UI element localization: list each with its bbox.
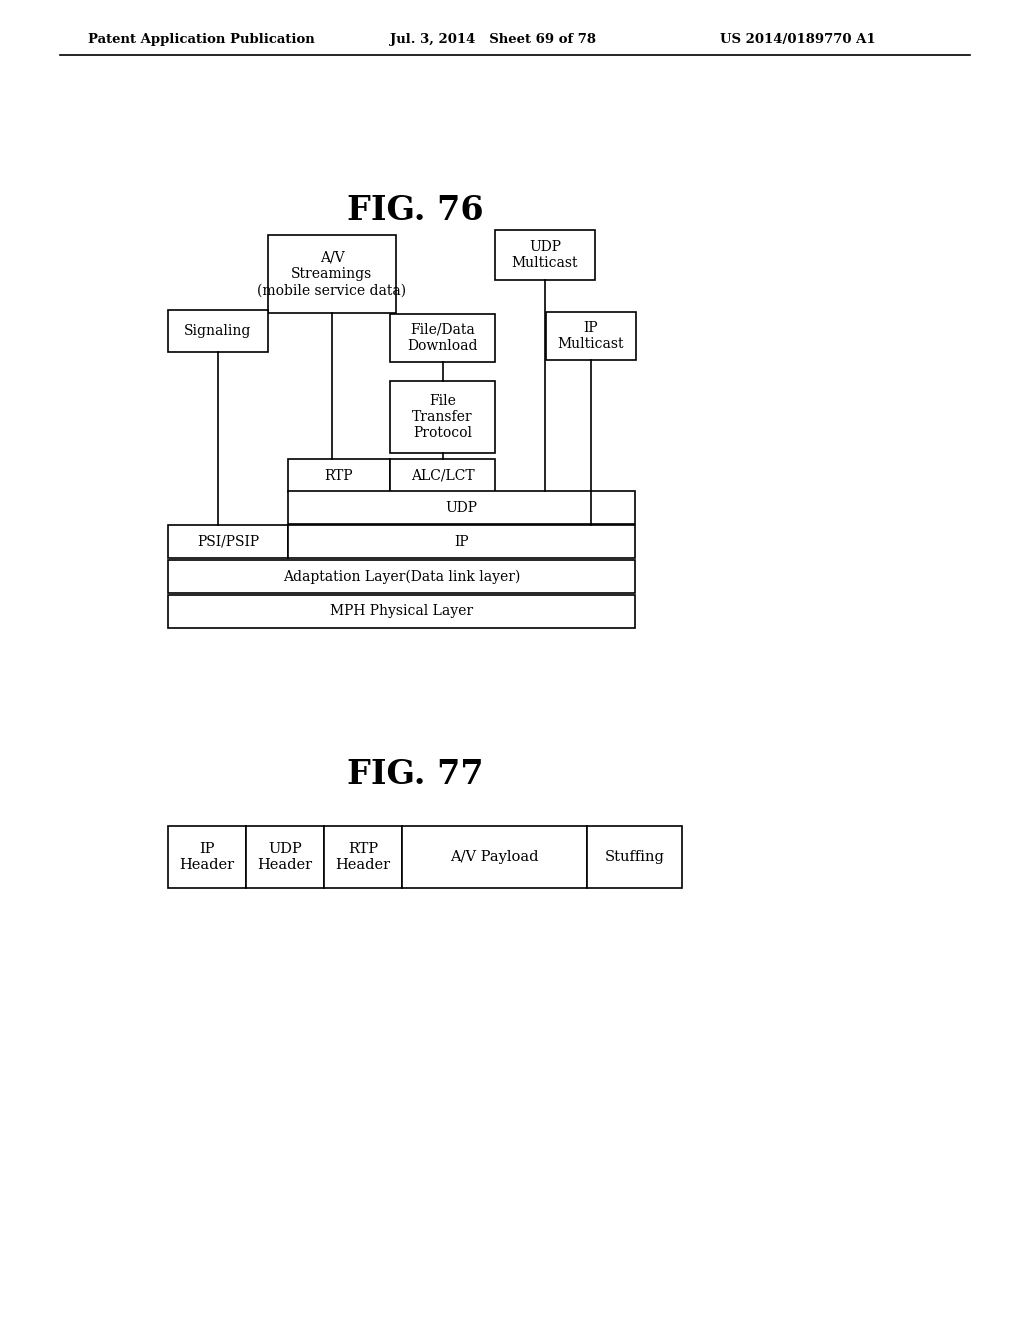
Text: UDP
Multicast: UDP Multicast	[512, 240, 579, 271]
Text: Patent Application Publication: Patent Application Publication	[88, 33, 314, 46]
Bar	[402, 826, 587, 888]
Bar	[288, 459, 390, 492]
Bar	[168, 595, 635, 628]
Text: ALC/LCT: ALC/LCT	[411, 469, 474, 483]
Bar	[324, 826, 402, 888]
Text: IP: IP	[455, 535, 469, 549]
Text: UDP
Header: UDP Header	[257, 842, 312, 873]
Bar	[246, 826, 324, 888]
Text: Stuffing: Stuffing	[604, 850, 665, 865]
Bar	[546, 312, 636, 360]
Bar	[168, 310, 268, 352]
Text: Adaptation Layer(Data link layer): Adaptation Layer(Data link layer)	[283, 569, 520, 583]
Bar	[168, 525, 288, 558]
Bar	[495, 230, 595, 280]
Text: RTP: RTP	[325, 469, 353, 483]
Text: FIG. 77: FIG. 77	[347, 759, 483, 792]
Bar	[168, 560, 635, 593]
Text: A/V
Streamings
(mobile service data): A/V Streamings (mobile service data)	[257, 251, 407, 297]
Bar	[390, 459, 495, 492]
Bar	[168, 826, 246, 888]
Bar	[288, 525, 635, 558]
Bar	[268, 235, 396, 313]
Text: IP
Header: IP Header	[179, 842, 234, 873]
Text: UDP: UDP	[445, 500, 477, 515]
Text: FIG. 76: FIG. 76	[347, 194, 483, 227]
Text: Signaling: Signaling	[184, 323, 252, 338]
Bar	[390, 314, 495, 362]
Text: PSI/PSIP: PSI/PSIP	[197, 535, 259, 549]
Text: RTP
Header: RTP Header	[336, 842, 390, 873]
Text: US 2014/0189770 A1: US 2014/0189770 A1	[720, 33, 876, 46]
Text: A/V Payload: A/V Payload	[451, 850, 539, 865]
Text: MPH Physical Layer: MPH Physical Layer	[330, 605, 473, 619]
Text: IP
Multicast: IP Multicast	[558, 321, 625, 351]
Bar	[587, 826, 682, 888]
Text: File/Data
Download: File/Data Download	[408, 323, 478, 354]
Text: Jul. 3, 2014   Sheet 69 of 78: Jul. 3, 2014 Sheet 69 of 78	[390, 33, 596, 46]
Bar	[288, 491, 635, 524]
Bar	[390, 381, 495, 453]
Text: File
Transfer
Protocol: File Transfer Protocol	[413, 393, 473, 440]
